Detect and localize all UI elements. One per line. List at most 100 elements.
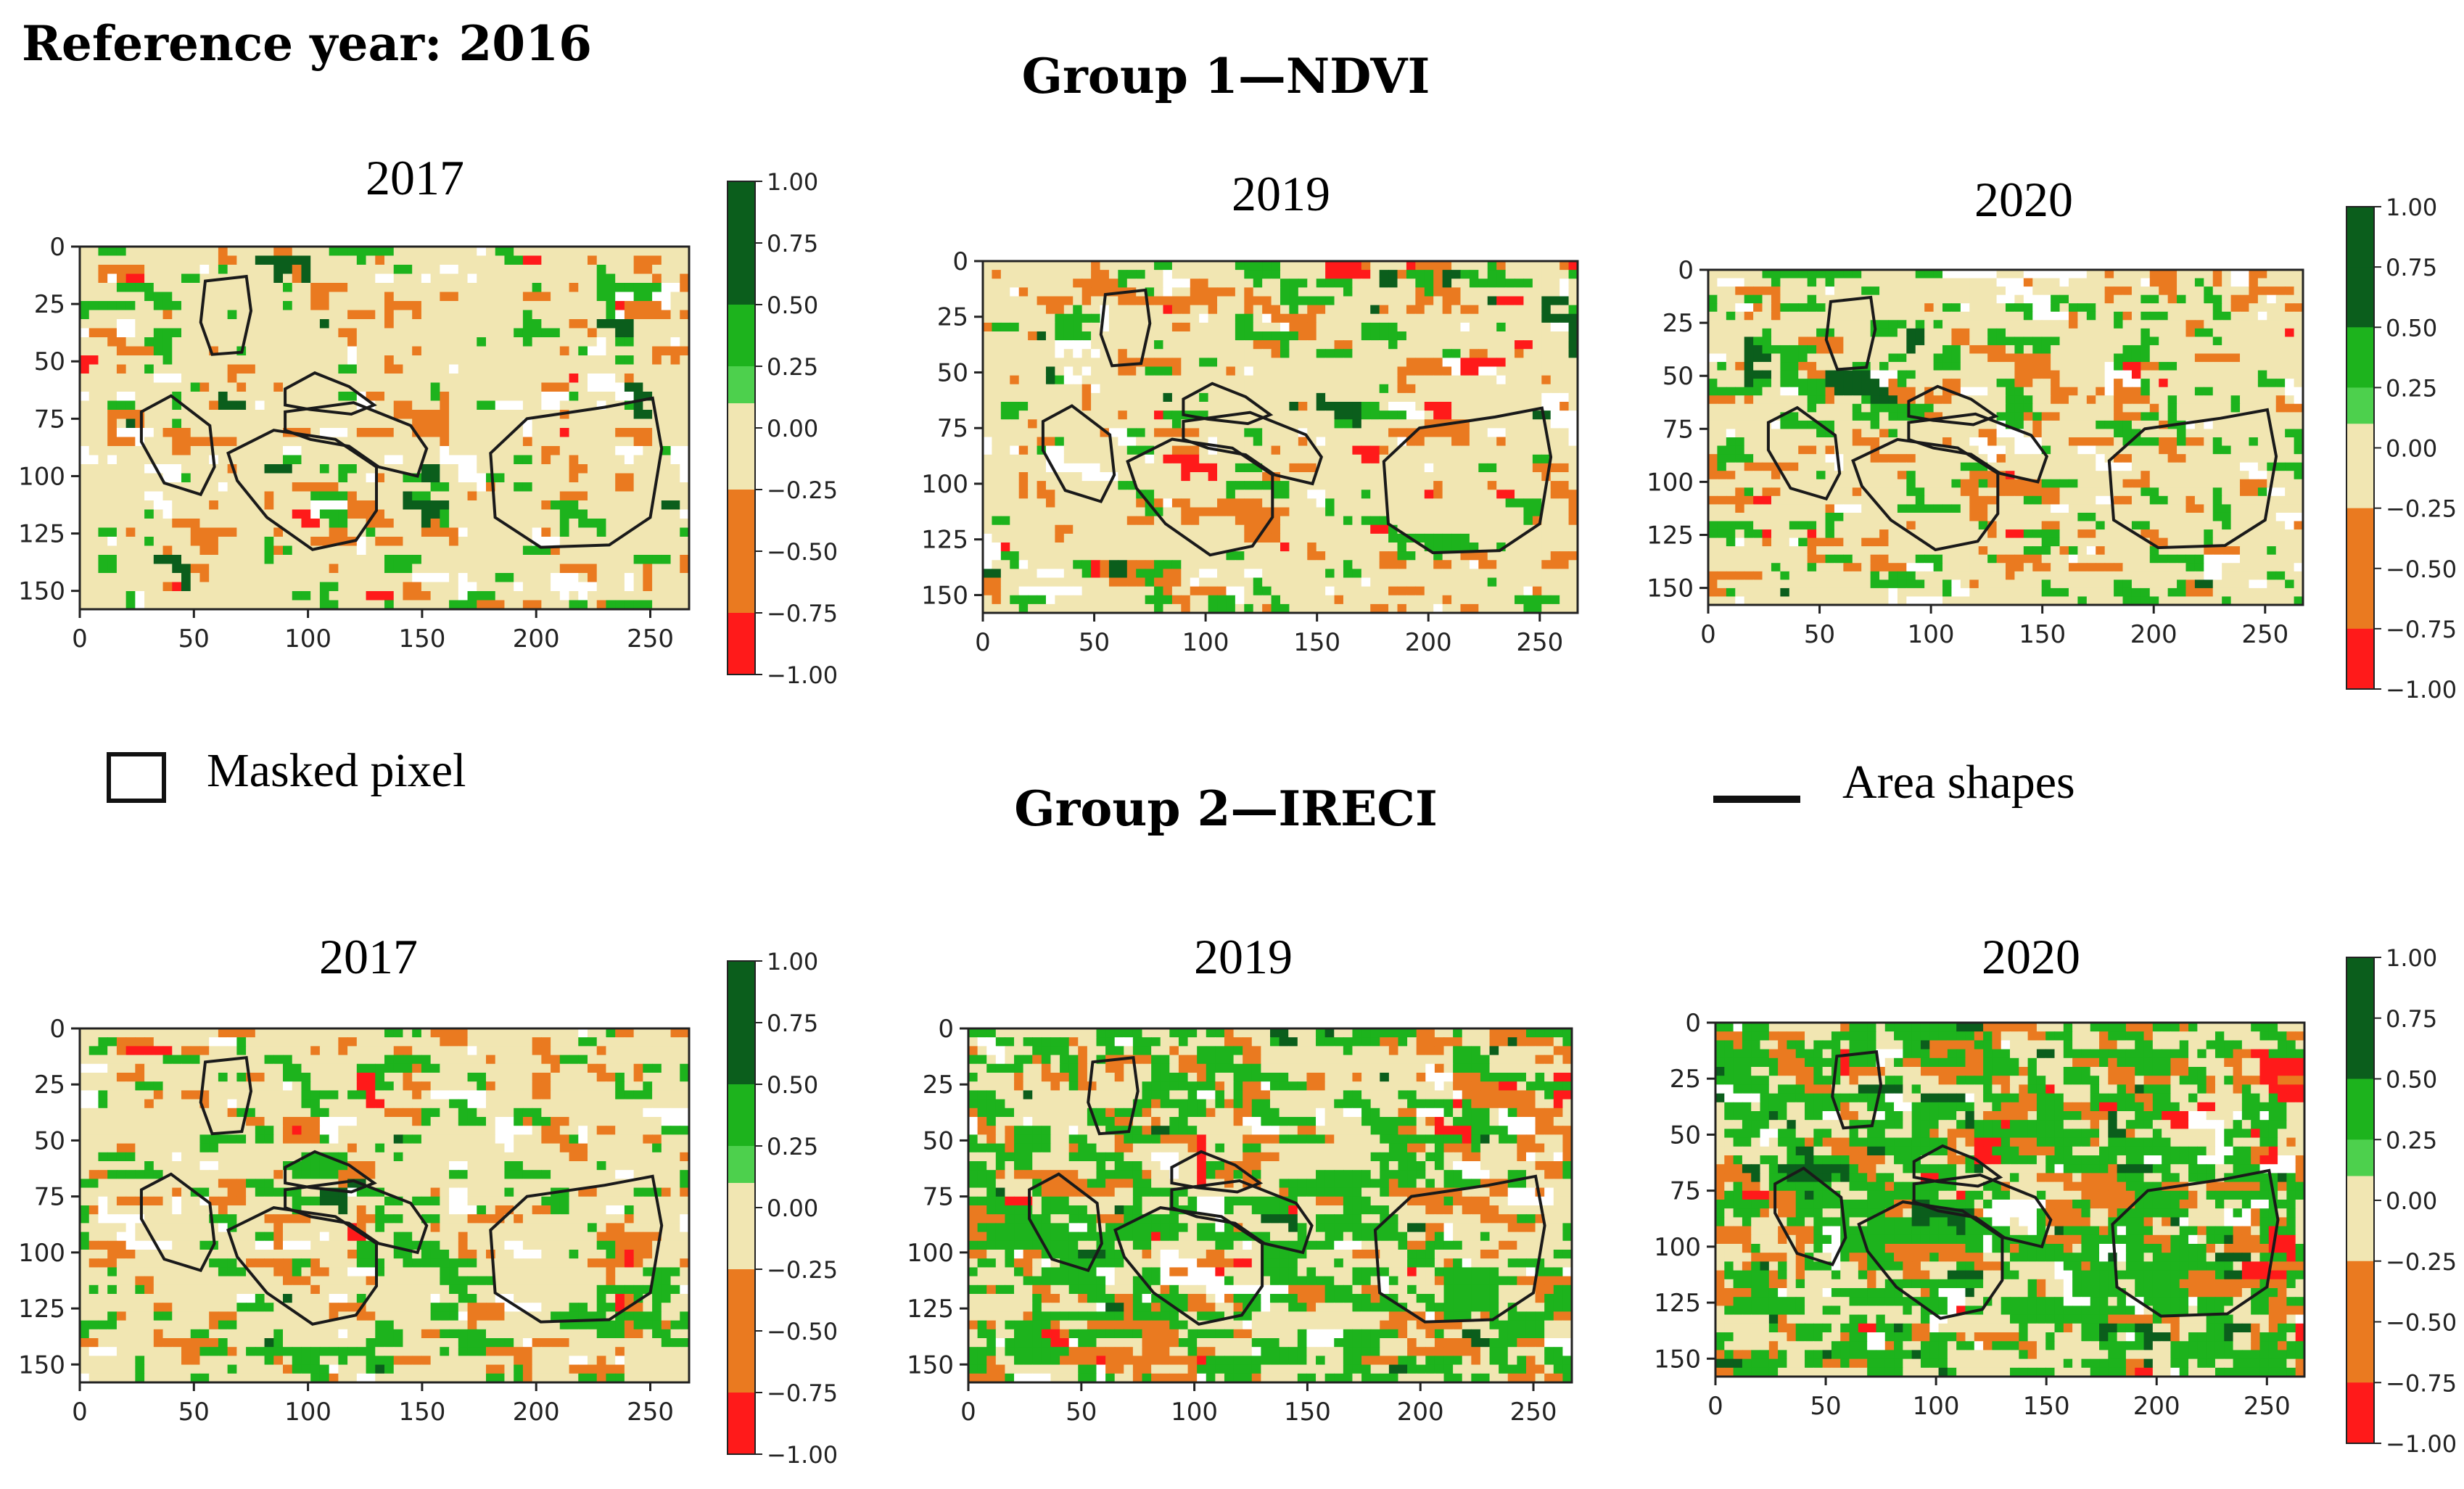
heatmap-cell [329, 346, 339, 356]
heatmap-cell [190, 446, 201, 456]
heatmap-cell [1388, 279, 1398, 288]
heatmap-cell [144, 337, 154, 347]
heatmap-cell [1505, 384, 1515, 394]
heatmap-cell [1018, 419, 1029, 429]
heatmap-cell [273, 392, 284, 402]
heatmap-cell [1460, 463, 1470, 473]
heatmap-cell [661, 292, 672, 302]
heatmap-cell [366, 564, 376, 574]
heatmap-cell [144, 265, 154, 275]
heatmap-cell [661, 600, 672, 610]
heatmap-cell [1559, 313, 1570, 323]
heatmap-cell [1081, 551, 1092, 561]
heatmap-cell [384, 573, 395, 583]
heatmap-cell [403, 455, 413, 465]
heatmap-cell [1451, 287, 1462, 297]
heatmap-cell [135, 564, 145, 574]
heatmap-cell [375, 355, 385, 366]
heatmap-cell [190, 582, 201, 592]
heatmap-cell [1253, 358, 1263, 368]
heatmap-cell [495, 418, 506, 429]
heatmap-cell [1244, 313, 1254, 323]
heatmap-cell [375, 301, 385, 311]
heatmap-cell [578, 446, 588, 456]
heatmap-cell [403, 564, 413, 574]
heatmap-cell [588, 392, 598, 402]
heatmap-cell [80, 410, 90, 420]
heatmap-cell [1559, 516, 1570, 526]
heatmap-cell [393, 301, 404, 311]
heatmap-cell [162, 292, 173, 302]
heatmap-cell [569, 392, 579, 402]
heatmap-cell [1045, 384, 1055, 394]
heatmap-cell [1370, 261, 1380, 271]
heatmap-cell [236, 600, 247, 610]
heatmap-cell [80, 301, 90, 311]
heatmap-cell [1397, 296, 1407, 306]
heatmap-cell [1316, 287, 1326, 297]
heatmap-cell [449, 500, 459, 511]
heatmap-cell [1280, 498, 1290, 508]
heatmap-cell [181, 355, 191, 366]
heatmap-cell [1217, 296, 1227, 306]
heatmap-cell [1063, 366, 1074, 376]
heatmap-cell [449, 600, 459, 610]
heatmap-cell [1289, 305, 1299, 315]
heatmap-cell [1208, 358, 1218, 368]
heatmap-cell [1280, 437, 1290, 447]
heatmap-cell [1370, 287, 1380, 297]
heatmap-cell [1289, 340, 1299, 350]
heatmap-cell [88, 382, 99, 392]
heatmap-cell [1262, 543, 1272, 552]
heatmap-cell [559, 346, 570, 356]
heatmap-cell [1126, 305, 1137, 315]
heatmap-cell [1460, 533, 1470, 543]
heatmap-cell [1424, 463, 1434, 473]
heatmap-cell [1226, 490, 1236, 499]
heatmap-cell [1181, 516, 1191, 526]
heatmap-cell [596, 418, 607, 429]
heatmap-cell [273, 273, 284, 284]
heatmap-cell [588, 491, 598, 501]
heatmap-cell [1406, 454, 1416, 464]
heatmap-cell [80, 537, 90, 547]
heatmap-cell [227, 545, 237, 556]
heatmap-cell [1091, 270, 1101, 279]
heatmap-cell [1226, 533, 1236, 543]
heatmap-cell [569, 555, 579, 565]
heatmap-cell [559, 537, 570, 547]
heatmap-cell [181, 527, 191, 537]
heatmap-cell [588, 247, 598, 257]
heatmap-cell [393, 328, 404, 338]
heatmap-cell [541, 265, 551, 275]
heatmap-cell [1190, 533, 1200, 543]
heatmap-cell [190, 482, 201, 492]
heatmap-cell [541, 464, 551, 474]
heatmap-cell [421, 519, 432, 529]
heatmap-cell [1361, 472, 1371, 482]
heatmap-cell [440, 446, 450, 456]
heatmap-cell [495, 247, 506, 257]
heatmap-cell [541, 446, 551, 456]
heatmap-cell [569, 374, 579, 384]
heatmap-cell [615, 591, 625, 601]
heatmap-cell [1136, 437, 1146, 447]
heatmap-cell [1081, 261, 1092, 271]
heatmap-cell [329, 573, 339, 583]
heatmap-cell [190, 564, 201, 574]
heatmap-cell [1415, 358, 1425, 368]
heatmap-cell [227, 310, 237, 320]
heatmap-cell [218, 464, 228, 474]
heatmap-cell [504, 273, 514, 284]
heatmap-cell [1424, 402, 1434, 411]
heatmap-cell [661, 582, 672, 592]
heatmap-cell [1063, 270, 1074, 279]
heatmap-cell [1487, 358, 1497, 368]
heatmap-cell [1487, 472, 1497, 482]
heatmap-cell [1208, 560, 1218, 569]
heatmap-cell [412, 265, 422, 275]
heatmap-cell [596, 292, 607, 302]
heatmap-cell [541, 301, 551, 311]
heatmap-cell [1217, 270, 1227, 279]
heatmap-cell [1298, 305, 1308, 315]
